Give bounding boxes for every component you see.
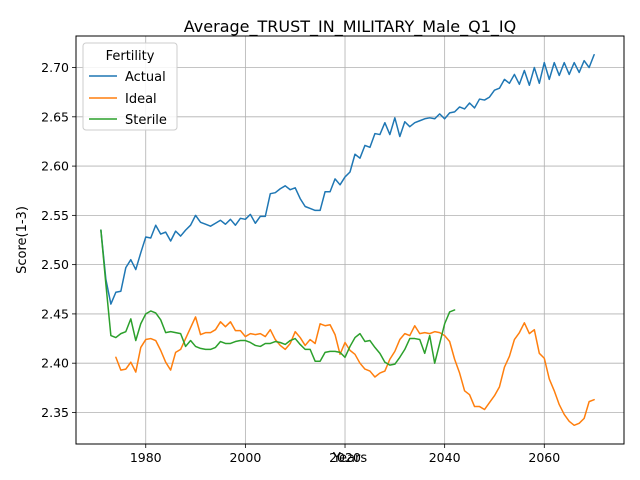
legend-box	[82, 42, 178, 131]
legend-title: Fertility	[106, 49, 155, 64]
legend-label-actual: Actual	[125, 70, 166, 85]
x-tick-label: 2000	[229, 450, 261, 465]
y-tick-label: 2.35	[41, 405, 69, 420]
legend-label-sterile: Sterile	[125, 113, 167, 128]
legend-label-ideal: Ideal	[125, 92, 157, 107]
x-tick-label: 1980	[130, 450, 162, 465]
series-line-ideal	[115, 316, 595, 427]
legend: Fertility Actual Ideal Sterile	[82, 42, 178, 131]
y-tick-label: 2.70	[41, 60, 69, 75]
chart-title: Average_TRUST_IN_MILITARY_Male_Q1_IQ	[184, 17, 516, 37]
x-tick-label: 2040	[429, 450, 461, 465]
y-tick-label: 2.65	[41, 109, 69, 124]
x-tick-label: 2020	[329, 450, 361, 465]
grid-lines	[76, 36, 624, 444]
series-line-sterile	[100, 229, 456, 366]
y-tick-label: 2.55	[41, 208, 69, 223]
y-axis-title: Score(1-3)	[15, 206, 30, 274]
y-tick-label: 2.50	[41, 257, 69, 272]
x-axis-title: Years	[332, 451, 368, 466]
y-tick-label: 2.45	[41, 306, 69, 321]
plot-frame	[75, 35, 625, 445]
y-axis-ticks: 2.35 2.40 2.45 2.50 2.55 2.60 2.65 2.70	[41, 60, 76, 420]
series-lines	[100, 53, 595, 427]
series-line-actual	[100, 53, 595, 305]
x-axis-ticks: 1980 2000 2020 2040 2060	[130, 444, 560, 465]
y-tick-label: 2.60	[41, 159, 69, 174]
y-tick-label: 2.40	[41, 356, 69, 371]
x-tick-label: 2060	[528, 450, 560, 465]
